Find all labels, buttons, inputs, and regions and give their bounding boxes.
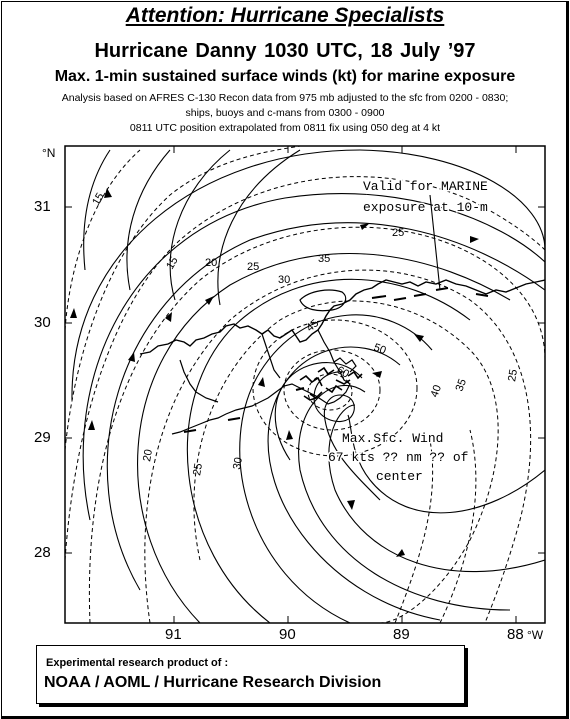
- arrow-4: [165, 312, 172, 322]
- lake-pontchartrain: [299, 289, 347, 312]
- isotach-label: 25: [392, 227, 404, 239]
- isotach-label: 50: [372, 342, 388, 357]
- page-subtitle: Max. 1-min sustained surface winds (kt) …: [54, 68, 516, 85]
- isotach-label: 30: [278, 274, 290, 286]
- isotach-label: 20: [205, 257, 217, 269]
- arrow-5: [205, 296, 214, 305]
- lon-label-88: 88: [507, 626, 524, 643]
- lon-label-89: 89: [393, 626, 410, 643]
- analysis-note-2: ships, buoys and c-mans from 0300 - 0900: [185, 107, 385, 119]
- lon-label-91: 91: [165, 626, 182, 643]
- arrow-10: [470, 236, 479, 243]
- isotach-label: 35: [454, 377, 469, 393]
- arrow-14: [372, 371, 382, 378]
- isotach-label: 60: [335, 364, 352, 381]
- analysis-note-3: 0811 UTC position extrapolated from 0811…: [129, 122, 441, 134]
- lon-unit: °W: [527, 628, 544, 642]
- lat-unit: °N: [42, 146, 56, 160]
- arrow-8: [414, 334, 424, 342]
- lat-label-30: 30: [34, 314, 51, 331]
- credit-line-2: NOAA / AOML / Hurricane Research Divisio…: [44, 674, 382, 691]
- isotach-label: 15: [90, 191, 107, 208]
- isotach-label: 25: [247, 261, 259, 273]
- isotach-label: 25: [506, 368, 520, 382]
- credit-line-1: Experimental research product of :: [46, 657, 229, 669]
- coastline: [139, 279, 545, 355]
- isotach-label: 35: [318, 253, 330, 265]
- arrow-1: [70, 308, 77, 318]
- lon-label-90: 90: [279, 626, 296, 643]
- arrow-3: [128, 352, 135, 362]
- arrow-12: [347, 500, 355, 510]
- valid-note-line-2: exposure at 10-m: [363, 200, 488, 215]
- isotach-label: 30: [231, 456, 245, 470]
- max-wind-note-line-3: center: [376, 469, 423, 484]
- isotach-label: 40: [429, 383, 444, 399]
- delta-coast: [171, 329, 351, 435]
- arrow-6: [258, 377, 265, 387]
- analysis-note-1: Analysis based on AFRES C-130 Recon data…: [61, 92, 509, 104]
- isotach-label: 25: [191, 462, 205, 476]
- lat-label-29: 29: [34, 429, 51, 446]
- arrow-2: [88, 420, 95, 430]
- map-border: [64, 145, 546, 624]
- valid-note-line-1: Valid for MARINE: [363, 179, 488, 194]
- boundary-line: [429, 194, 441, 291]
- isotach-label: 15: [164, 255, 181, 272]
- attention-heading: Attention: Hurricane Specialists: [125, 4, 445, 27]
- credit-box: Experimental research product of : NOAA …: [36, 645, 465, 704]
- page-title: Hurricane Danny 1030 UTC, 18 July ’97: [94, 40, 476, 62]
- max-wind-note-line-1: Max.Sfc. Wind: [342, 431, 443, 446]
- arrow-7: [286, 430, 293, 440]
- arrow-13: [396, 549, 405, 557]
- arrow-11: [104, 188, 112, 198]
- lat-label-31: 31: [34, 198, 51, 215]
- arrow-9: [360, 223, 370, 230]
- max-wind-note-line-2: 67 kts ?? nm ?? of: [328, 450, 468, 465]
- isotach-label: 20: [141, 448, 155, 462]
- lat-label-28: 28: [34, 544, 51, 561]
